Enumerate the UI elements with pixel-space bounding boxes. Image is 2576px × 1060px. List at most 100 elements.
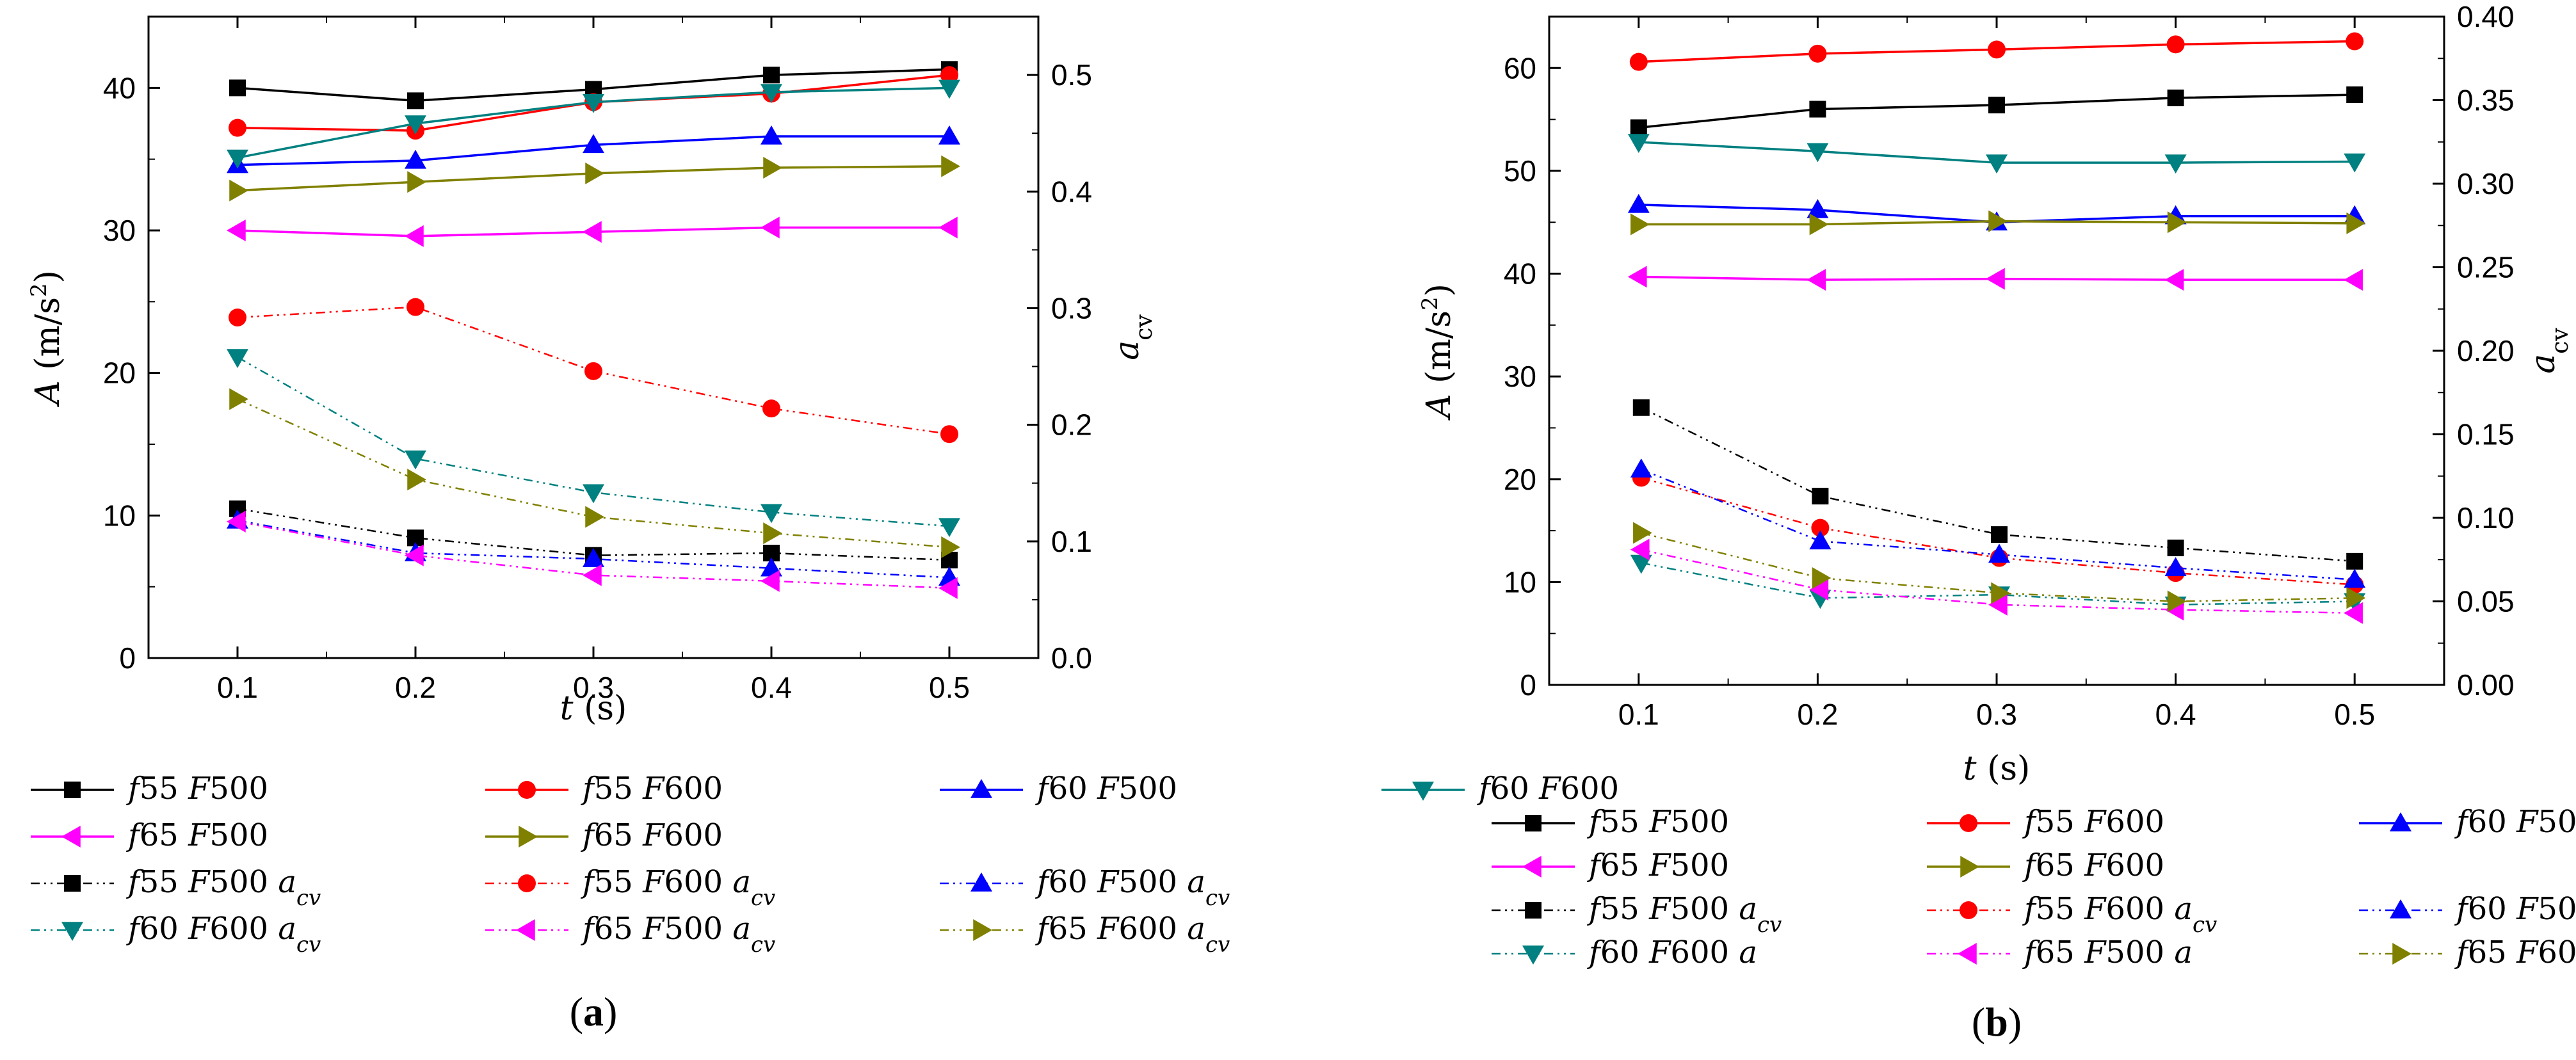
panel-a-series-11 bbox=[229, 388, 960, 558]
panel-a-y-right-tick-label: 0.2 bbox=[1051, 408, 1092, 442]
panel-b-legend-marker bbox=[1522, 945, 1544, 965]
panel-a-x-label: t (s) bbox=[560, 689, 627, 728]
panel-b-data-point bbox=[1807, 269, 1826, 291]
panel-a-series-2 bbox=[227, 125, 960, 173]
panel-a-legend-marker bbox=[64, 875, 81, 892]
panel-b-series-8 bbox=[1630, 458, 2366, 588]
panel-a-data-point bbox=[405, 225, 424, 247]
panel-b-y-right-label: acv bbox=[2524, 328, 2573, 374]
panel-b-y-right-tick-label: 0.30 bbox=[2457, 167, 2515, 200]
panel-b-y-right-tick-label: 0.10 bbox=[2457, 501, 2515, 534]
panel-a-y-right-tick-label: 0.5 bbox=[1051, 58, 1092, 92]
panel-a-data-point bbox=[229, 309, 246, 327]
panel-a-legend-entry: f65 F600 bbox=[485, 817, 723, 853]
panel-a-legend-marker bbox=[519, 826, 538, 847]
panel-a-legend-label: f65 F600 bbox=[581, 817, 723, 853]
panel-b-legend-marker bbox=[1960, 814, 1977, 832]
panel-b-data-point bbox=[1627, 134, 1650, 153]
panel-a-y-left-tick-label: 40 bbox=[103, 71, 136, 104]
panel-b-data-point bbox=[1988, 210, 2008, 232]
panel-a-legend-label: f55 F500 bbox=[126, 771, 268, 807]
panel-b-legend-label: f55 F500 bbox=[1587, 804, 1729, 840]
panel-b-x-tick-label: 0.1 bbox=[1618, 698, 1659, 731]
panel-b-data-point bbox=[1630, 458, 1652, 478]
panel-a-data-point bbox=[583, 484, 604, 504]
panel-a-legend-label: f65 F500 acv bbox=[581, 911, 775, 958]
panel-b-data-point bbox=[1809, 213, 1829, 236]
panel-a-data-point bbox=[407, 469, 426, 491]
panel-a-data-point bbox=[941, 155, 960, 177]
panel-a-y-right-tick-label: 0.3 bbox=[1051, 291, 1092, 325]
panel-a-y-left-tick-label: 30 bbox=[103, 214, 136, 247]
panel-a-legend-entry: f65 F500 bbox=[31, 817, 268, 853]
panel-a-data-point bbox=[583, 134, 604, 154]
panel-a: 0.1 0.2 0.3 0.4 0.5 0 10 20 30 40 0.0 0.1 0.2 0.3 0.4 0… bbox=[26, 15, 1619, 1034]
panel-b-data-point bbox=[1986, 154, 2008, 174]
panel-a-series-7 bbox=[229, 298, 958, 444]
panel-b-data-point bbox=[1991, 582, 2010, 604]
panel-a-series-line bbox=[237, 356, 950, 527]
panel-b-x-tick-label: 0.2 bbox=[1797, 698, 1838, 731]
panel-a-data-point bbox=[938, 125, 960, 145]
panel-a-legend-label: f60 F600 bbox=[1477, 771, 1619, 807]
panel-b-data-point bbox=[1812, 566, 1831, 589]
panel-b-legend-marker bbox=[1960, 901, 1977, 919]
panel-b-data-point bbox=[2344, 602, 2363, 624]
panel-b-x-tick-label: 0.5 bbox=[2334, 698, 2375, 731]
panel-a-y-left-tick-label: 10 bbox=[103, 499, 136, 532]
panel-b-y-left-tick-label: 10 bbox=[1504, 565, 1536, 598]
panel-a-data-point bbox=[940, 425, 958, 444]
panel-a-x-tick-label: 0.4 bbox=[751, 671, 792, 704]
panel-a-y-right-tick-label: 0.1 bbox=[1051, 525, 1092, 558]
panel-a-legend-marker bbox=[973, 919, 992, 941]
panel-a-y-right-tick-label: 0.4 bbox=[1051, 175, 1092, 208]
panel-b-y-right-tick-label: 0.35 bbox=[2457, 84, 2515, 117]
panel-a-data-point bbox=[941, 536, 960, 558]
panel-a-legend-entry: f60 F500 bbox=[940, 771, 1177, 807]
panel-b-y-right-tick-label: 0.00 bbox=[2457, 668, 2515, 702]
panel-a-data-point bbox=[761, 84, 782, 104]
panel-b-data-point bbox=[1630, 538, 1650, 561]
panel-a-label: (a) bbox=[570, 989, 618, 1034]
panel-a-legend-entry: f55 F500 acv bbox=[31, 864, 321, 911]
panel-a-data-point bbox=[938, 79, 960, 99]
panel-a-legend-marker bbox=[64, 782, 81, 798]
panel-a-legend: f55 F500 f55 F600 f60 F500 f60 F600 f65 F500… bbox=[31, 771, 1619, 958]
panel-b-data-point bbox=[2344, 269, 2363, 291]
panel-a-data-point bbox=[405, 149, 426, 169]
panel-b-legend-label: f65 F500 a bbox=[2022, 935, 2193, 970]
panel-b-legend-entry: f55 F600 bbox=[1927, 804, 2164, 840]
panel-a-legend-marker bbox=[61, 922, 83, 941]
panel-b-legend-label: f65 F600 a bbox=[2454, 935, 2576, 970]
panel-b-data-point bbox=[1630, 119, 1647, 136]
panel-a-legend-marker bbox=[61, 826, 81, 847]
panel-b-data-point bbox=[1630, 213, 1650, 236]
panel-a-y-left-tick-label: 0 bbox=[119, 641, 136, 675]
panel-a-data-point bbox=[227, 349, 248, 368]
panel-a-legend-marker bbox=[970, 779, 992, 798]
panel-a-data-point bbox=[938, 518, 960, 538]
panel-b-data-point bbox=[2346, 86, 2363, 104]
panel-a-data-point bbox=[585, 506, 604, 528]
panel-b-data-point bbox=[2346, 212, 2366, 234]
panel-b-legend-label: f60 F600 a bbox=[1587, 935, 1757, 970]
panel-a-legend-marker bbox=[970, 872, 992, 892]
panel-a-x-tick-label: 0.2 bbox=[395, 671, 436, 704]
panel-b-data-point bbox=[1809, 579, 1829, 601]
panel-b-legend-entry: f60 F500 acv bbox=[2359, 891, 2576, 938]
panel-b-series-6 bbox=[1632, 399, 2363, 570]
panel-a-legend-label: f65 F600 acv bbox=[1035, 911, 1230, 958]
panel-a-legend-entry: f65 F600 acv bbox=[940, 911, 1230, 958]
panel-a-series-line bbox=[237, 520, 950, 589]
panel-b-legend-label: f60 F500 acv bbox=[2454, 891, 2576, 938]
panel-b-legend-marker bbox=[2392, 943, 2411, 965]
panel-a-data-point bbox=[763, 157, 782, 179]
panel-a-data-point bbox=[227, 510, 246, 533]
panel-b-plot-frame bbox=[1548, 15, 2445, 686]
panel-b-series-0 bbox=[1630, 86, 2363, 136]
panel-a-legend-label: f55 F600 acv bbox=[581, 864, 775, 911]
panel-a-data-point bbox=[229, 179, 248, 202]
panel-a-legend-label: f55 F500 acv bbox=[126, 864, 321, 911]
panel-a-data-point bbox=[585, 162, 604, 184]
